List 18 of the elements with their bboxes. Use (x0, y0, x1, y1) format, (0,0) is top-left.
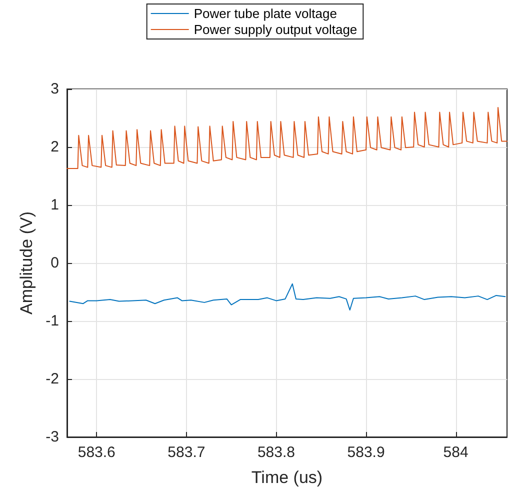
x-tick-label: 583.9 (347, 444, 385, 461)
x-tick-label: 583.7 (168, 444, 206, 461)
y-axis-title: Amplitude (V) (16, 212, 36, 314)
x-tick-label: 583.8 (257, 444, 295, 461)
y-tick-label: 0 (50, 254, 59, 272)
x-tick-label: 584 (443, 444, 468, 461)
y-tick-label: -2 (46, 370, 59, 388)
legend-label: Power tube plate voltage (194, 6, 337, 21)
y-tick-label: 3 (50, 80, 59, 98)
line-series (66, 107, 508, 169)
legend-label: Power supply output voltage (194, 22, 358, 37)
y-tick-label: 2 (50, 138, 59, 156)
x-axis-title: Time (us) (251, 468, 323, 487)
x-tick-label: 583.6 (78, 444, 116, 461)
line-series (69, 283, 506, 310)
y-tick-label: -1 (46, 312, 59, 330)
y-tick-label: -3 (46, 428, 59, 446)
y-tick-label: 1 (50, 196, 59, 214)
